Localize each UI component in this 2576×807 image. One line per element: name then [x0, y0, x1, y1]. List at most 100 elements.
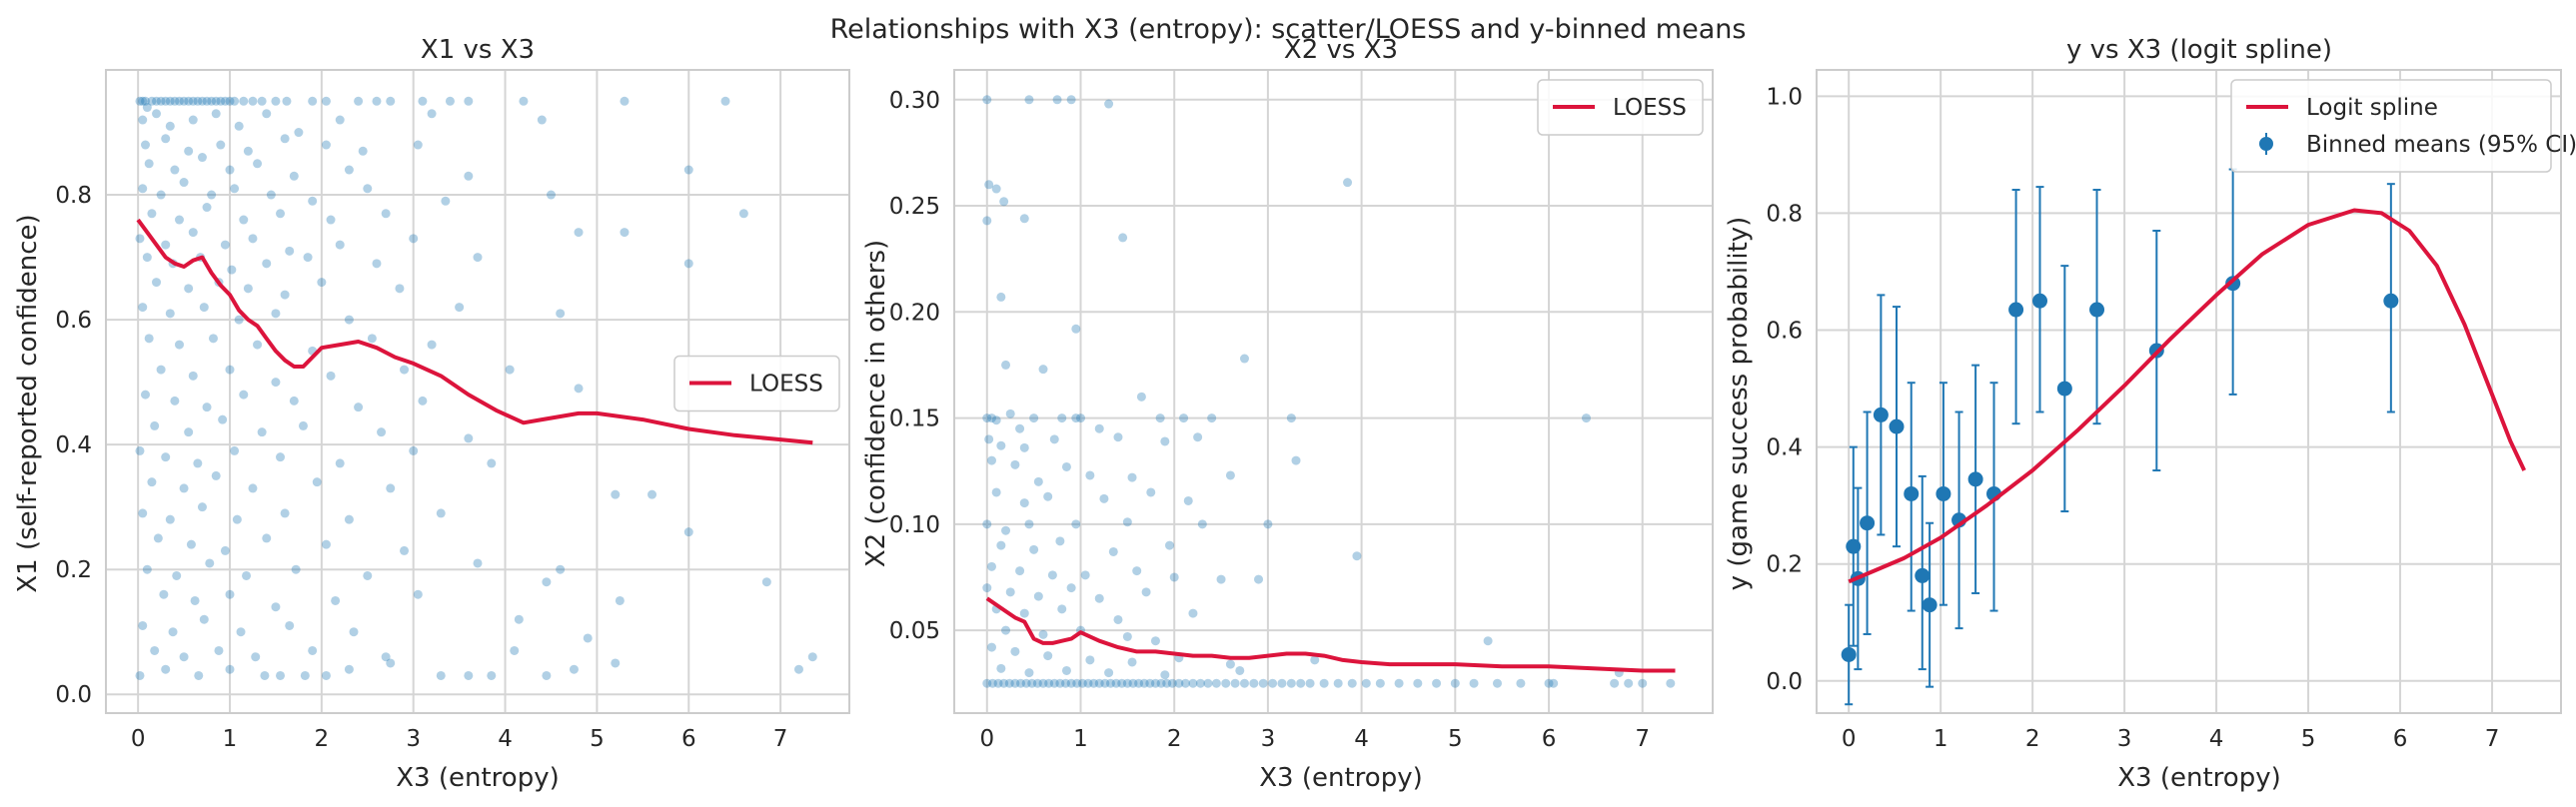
- x-tick-label: 7: [773, 726, 788, 752]
- scatter-point: [409, 234, 419, 244]
- x-tick-label: 6: [681, 726, 696, 752]
- scatter-point: [464, 433, 474, 443]
- scatter-point: [211, 470, 221, 480]
- scatter-point: [1122, 631, 1132, 641]
- scatter-point: [225, 664, 235, 674]
- scatter-point: [349, 627, 359, 637]
- x-tick-label: 2: [1167, 726, 1182, 752]
- scatter-point: [984, 180, 994, 190]
- scatter-point: [982, 519, 992, 529]
- x-tick-label: 3: [406, 726, 421, 752]
- legend-label: LOESS: [1613, 95, 1687, 121]
- scatter-point: [1333, 678, 1343, 688]
- scatter-point: [308, 96, 318, 106]
- scatter-point: [991, 415, 1001, 425]
- scatter-point: [138, 96, 148, 106]
- scatter-point: [683, 165, 693, 175]
- scatter-point: [150, 645, 160, 655]
- scatter-point: [615, 595, 625, 605]
- scatter-point: [1024, 519, 1034, 529]
- scatter-point: [220, 240, 230, 250]
- scatter-point: [1100, 678, 1110, 688]
- binned-mean-point: [2383, 293, 2399, 309]
- scatter-point: [161, 134, 171, 144]
- scatter-point: [291, 564, 301, 574]
- scatter-point: [1134, 678, 1144, 688]
- x-tick-label: 1: [223, 726, 238, 752]
- scatter-points: [982, 95, 1676, 688]
- y-tick-label: 0.2: [55, 557, 92, 583]
- y-tick-label: 0.8: [55, 183, 92, 209]
- scatter-point: [445, 96, 455, 106]
- scatter-point: [321, 539, 331, 549]
- scatter-point: [1432, 678, 1442, 688]
- y-tick-label: 0.15: [889, 406, 940, 432]
- scatter-point: [1666, 678, 1676, 688]
- scatter-point: [1055, 536, 1065, 546]
- y-tick-label: 0.20: [889, 300, 940, 326]
- scatter-point: [386, 96, 396, 106]
- scatter-point: [986, 561, 996, 571]
- scatter-point: [236, 627, 246, 637]
- scatter-point: [1544, 678, 1554, 688]
- scatter-point: [253, 340, 263, 350]
- scatter-point: [1104, 99, 1114, 109]
- x-tick-label: 6: [2393, 726, 2408, 752]
- scatter-point: [1016, 678, 1026, 688]
- grid: [954, 70, 1713, 713]
- x-tick-label: 1: [1073, 726, 1088, 752]
- scatter-point: [317, 278, 327, 288]
- scatter-point: [1027, 678, 1037, 688]
- scatter-point: [1021, 678, 1031, 688]
- scatter-point: [239, 390, 249, 400]
- scatter-point: [1015, 423, 1025, 433]
- scatter-point: [1413, 678, 1423, 688]
- scatter-point: [344, 315, 354, 325]
- scatter-point: [1071, 519, 1081, 529]
- scatter-point: [202, 96, 212, 106]
- x-tick-label: 0: [131, 726, 146, 752]
- legend: Logit spline Binned means (95% CI): [2230, 79, 2576, 173]
- scatter-point: [1305, 678, 1315, 688]
- scatter-point: [1033, 591, 1043, 601]
- scatter-point: [251, 652, 261, 662]
- scatter-point: [199, 303, 209, 313]
- scatter-point: [184, 284, 194, 294]
- legend-label: Binned means (95% CI): [2306, 132, 2576, 158]
- scatter-point: [487, 458, 497, 468]
- y-tick-label: 0.0: [55, 682, 92, 708]
- scatter-point: [1072, 678, 1082, 688]
- scatter-point: [262, 533, 272, 543]
- scatter-point: [1180, 678, 1190, 688]
- scatter-point: [1010, 678, 1020, 688]
- scatter-point: [142, 103, 152, 113]
- scatter-point: [179, 96, 189, 106]
- scatter-point: [335, 240, 345, 250]
- y-tick-label: 0.30: [889, 88, 940, 114]
- figure-suptitle: Relationships with X3 (entropy): scatter…: [830, 14, 1747, 45]
- scatter-point: [1347, 678, 1357, 688]
- scatter-point: [161, 664, 171, 674]
- scatter-point: [1174, 678, 1184, 688]
- axes-frame: [953, 69, 1714, 714]
- scatter-point: [214, 645, 224, 655]
- panel-title: y vs X3 (logit spline): [2066, 35, 2332, 65]
- scatter-point: [358, 146, 368, 156]
- scatter-point: [996, 440, 1006, 450]
- x-tick-label: 0: [979, 726, 994, 752]
- scatter-point: [1203, 678, 1213, 688]
- scatter-point: [174, 96, 184, 106]
- scatter-point: [239, 96, 249, 106]
- scatter-point: [172, 570, 182, 580]
- scatter-point: [1105, 678, 1115, 688]
- scatter-point: [363, 570, 373, 580]
- scatter-point: [1038, 629, 1048, 639]
- scatter-point: [152, 96, 162, 106]
- scatter-point: [326, 215, 336, 225]
- scatter-point: [1296, 678, 1306, 688]
- scatter-point: [1024, 668, 1034, 678]
- x-tick-label: 2: [315, 726, 330, 752]
- scatter-point: [188, 115, 198, 125]
- legend-box: [2230, 79, 2552, 173]
- scatter-point: [225, 96, 235, 106]
